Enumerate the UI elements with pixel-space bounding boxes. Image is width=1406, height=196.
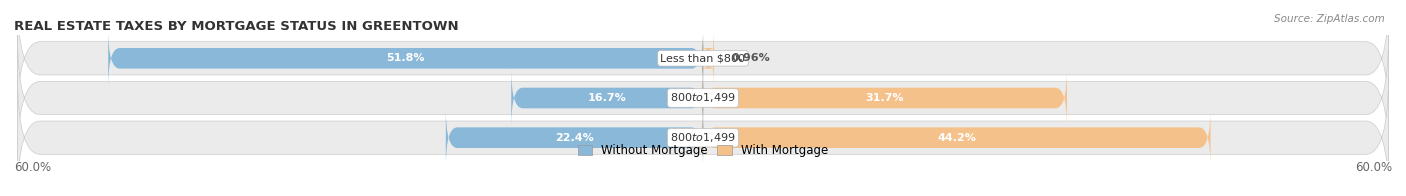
Text: 44.2%: 44.2%	[938, 133, 976, 143]
Legend: Without Mortgage, With Mortgage: Without Mortgage, With Mortgage	[578, 144, 828, 157]
FancyBboxPatch shape	[17, 0, 1389, 121]
FancyBboxPatch shape	[512, 69, 703, 127]
FancyBboxPatch shape	[108, 29, 703, 88]
Text: 22.4%: 22.4%	[555, 133, 593, 143]
Text: 60.0%: 60.0%	[14, 161, 51, 174]
Text: Source: ZipAtlas.com: Source: ZipAtlas.com	[1274, 14, 1385, 24]
Text: 0.96%: 0.96%	[731, 53, 770, 63]
Text: $800 to $1,499: $800 to $1,499	[671, 131, 735, 144]
Text: REAL ESTATE TAXES BY MORTGAGE STATUS IN GREENTOWN: REAL ESTATE TAXES BY MORTGAGE STATUS IN …	[14, 19, 458, 33]
Text: 31.7%: 31.7%	[866, 93, 904, 103]
Text: $800 to $1,499: $800 to $1,499	[671, 92, 735, 104]
FancyBboxPatch shape	[17, 75, 1389, 196]
FancyBboxPatch shape	[446, 108, 703, 167]
Text: 51.8%: 51.8%	[387, 53, 425, 63]
Text: 16.7%: 16.7%	[588, 93, 627, 103]
FancyBboxPatch shape	[703, 108, 1211, 167]
FancyBboxPatch shape	[17, 35, 1389, 161]
FancyBboxPatch shape	[703, 29, 714, 88]
Text: Less than $800: Less than $800	[661, 53, 745, 63]
FancyBboxPatch shape	[703, 69, 1067, 127]
Text: 60.0%: 60.0%	[1355, 161, 1392, 174]
